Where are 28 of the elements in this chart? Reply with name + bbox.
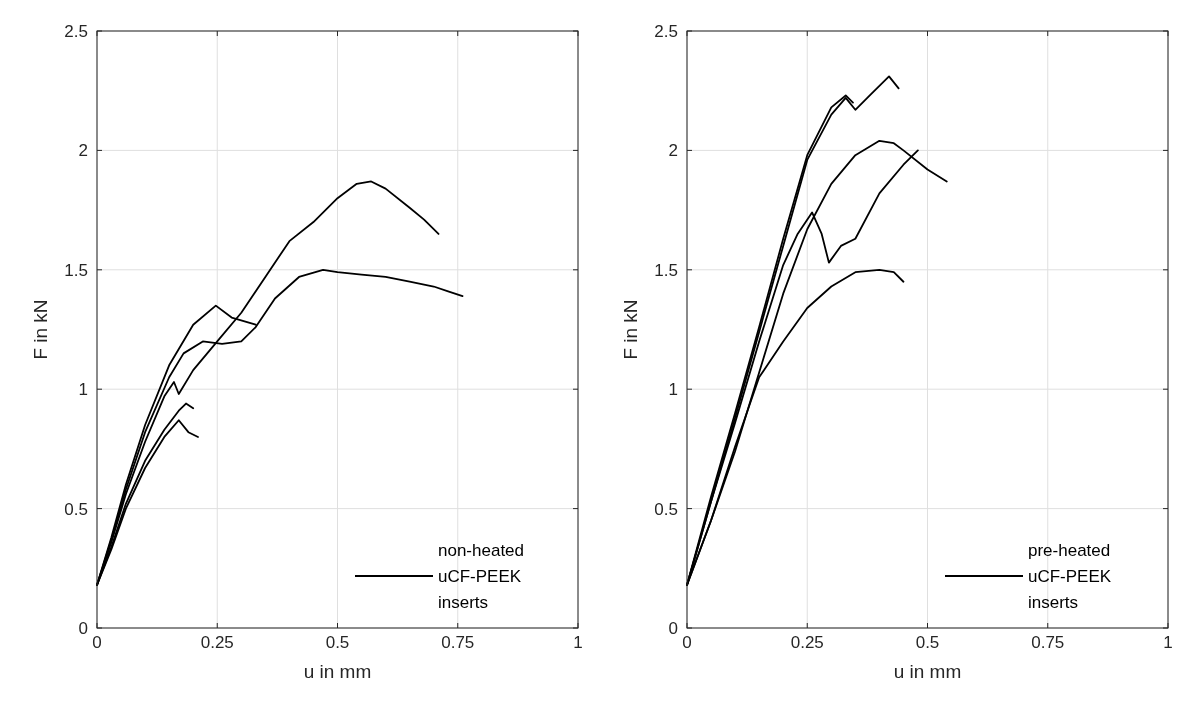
x-tick-label: 0.25 <box>790 633 824 652</box>
legend-label: non-heated uCF-PEEK inserts <box>438 541 525 612</box>
y-tick-label: 2.5 <box>654 22 678 41</box>
y-tick-label: 2 <box>78 141 88 161</box>
x-tick-label: 0.75 <box>1031 633 1065 652</box>
x-tick-label: 0.5 <box>325 633 350 652</box>
y-tick-label: 0.5 <box>654 499 678 519</box>
x-tick-label: 1 <box>1163 633 1173 652</box>
x-axis-title: u in mm <box>303 661 372 682</box>
y-axis-title: F in kN <box>30 299 51 360</box>
legend-label: pre-heated uCF-PEEK inserts <box>1028 541 1112 612</box>
x-tick-label: 0.5 <box>915 633 940 652</box>
y-tick-label: 1.5 <box>64 260 88 280</box>
y-tick-label: 1 <box>668 380 678 400</box>
x-tick-label: 0.25 <box>200 633 234 652</box>
x-tick-label: 0.75 <box>441 633 475 652</box>
y-tick-label: 2 <box>668 141 678 161</box>
y-tick-label: 2.5 <box>64 22 88 41</box>
y-tick-label: 0 <box>78 619 88 638</box>
x-tick-label: 0 <box>92 633 102 652</box>
x-tick-label: 0 <box>682 633 692 652</box>
x-axis-title: u in mm <box>893 661 962 682</box>
y-tick-label: 1 <box>78 380 88 400</box>
y-tick-label: 1.5 <box>654 260 678 280</box>
y-tick-label: 0.5 <box>64 499 88 519</box>
x-tick-label: 1 <box>573 633 583 652</box>
y-axis-title: F in kN <box>620 299 641 360</box>
y-tick-label: 0 <box>668 619 678 638</box>
